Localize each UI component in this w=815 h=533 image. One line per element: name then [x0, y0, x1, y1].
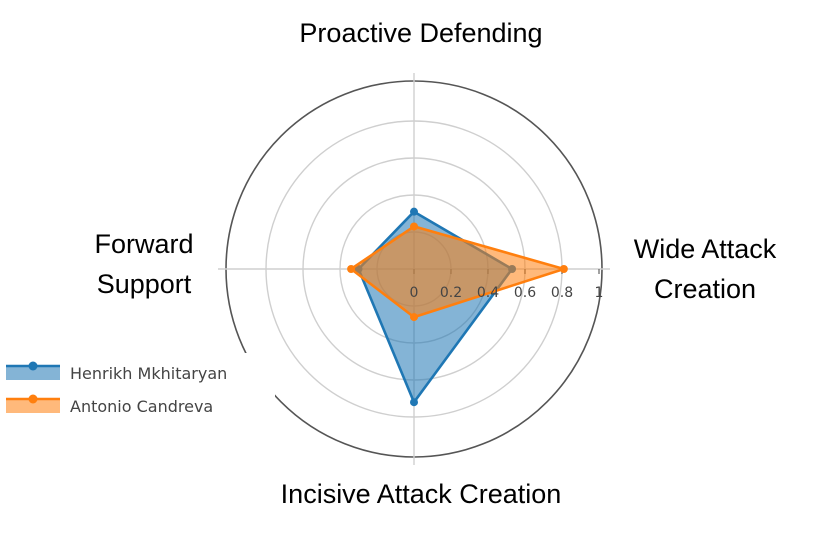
- radial-tick-label: 0.4: [477, 285, 499, 301]
- data-point-1-3: [347, 265, 356, 273]
- legend: Henrikh Mkhitaryan Antonio Candreva: [0, 353, 275, 425]
- data-point-1-2: [410, 313, 418, 322]
- legend-item-0: Henrikh Mkhitaryan: [6, 361, 227, 383]
- radial-tick-label: 0.8: [551, 285, 573, 301]
- axis-label-0: Proactive Defending: [299, 18, 542, 48]
- radial-tick-label: 0.2: [440, 285, 462, 301]
- data-point-1-0: [410, 222, 418, 231]
- data-point-0-0: [410, 207, 418, 216]
- axis-label-2: Incisive Attack Creation: [281, 479, 562, 509]
- radar-series: [347, 207, 568, 407]
- radial-tick-label: 1: [595, 285, 604, 301]
- series-1: [347, 222, 568, 322]
- radial-tick-labels: 0 0.2 0.4 0.6 0.8 1: [410, 285, 604, 301]
- legend-marker: [28, 361, 38, 371]
- legend-marker: [28, 394, 38, 404]
- legend-item-1: Antonio Candreva: [6, 394, 213, 416]
- legend-swatch: [6, 366, 60, 380]
- data-point-1-1: [559, 265, 568, 273]
- axis-label-1: Wide Attack Creation: [634, 234, 777, 304]
- radial-tick-label: 0.6: [514, 285, 536, 301]
- axis-label-3: Forward Support: [94, 229, 193, 299]
- data-point-0-2: [410, 398, 418, 407]
- axis-labels: Proactive Defending Wide Attack Creation In…: [94, 18, 776, 509]
- radial-tick-label: 0: [410, 285, 419, 301]
- legend-swatch: [6, 399, 60, 413]
- legend-label: Antonio Candreva: [70, 397, 213, 416]
- legend-label: Henrikh Mkhitaryan: [70, 364, 227, 383]
